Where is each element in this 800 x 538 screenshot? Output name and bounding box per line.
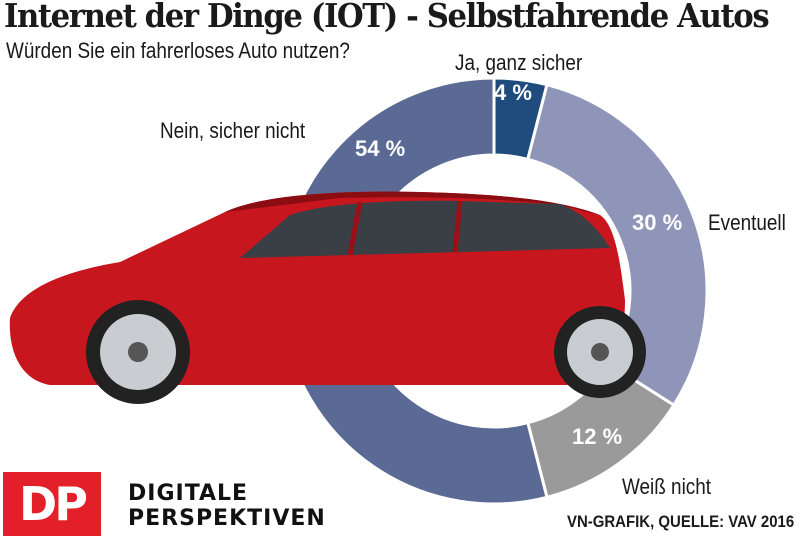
data-label-4: 4 % — [494, 80, 532, 105]
label-weiss-nicht: Weiß nicht — [622, 474, 712, 499]
data-label-12: 12 % — [572, 424, 623, 449]
label-nein-sicher-nicht: Nein, sicher nicht — [160, 118, 306, 143]
slice-eventuell — [525, 82, 709, 408]
brand-line-2: PERSPEKTIVEN — [128, 506, 326, 531]
source-note: VN-GRAFIK, QUELLE: VAV 2016 — [566, 512, 794, 531]
chart-subtitle: Würden Sie ein fahrerloses Auto nutzen? — [6, 38, 350, 63]
data-label-54: 54 % — [355, 136, 406, 161]
car-illustration — [9, 191, 646, 404]
car-window — [240, 200, 610, 258]
brand-line-1: DIGITALE — [128, 481, 249, 506]
car-roof-shade — [225, 191, 600, 215]
data-label-30: 30 % — [632, 210, 683, 235]
dp-logo: DP — [3, 472, 101, 536]
label-ja-ganz-sicher: Ja, ganz sicher — [455, 50, 583, 75]
label-eventuell: Eventuell — [708, 210, 786, 235]
chart-title: Internet der Dinge (IOT) - Selbstfahrend… — [4, 0, 770, 35]
